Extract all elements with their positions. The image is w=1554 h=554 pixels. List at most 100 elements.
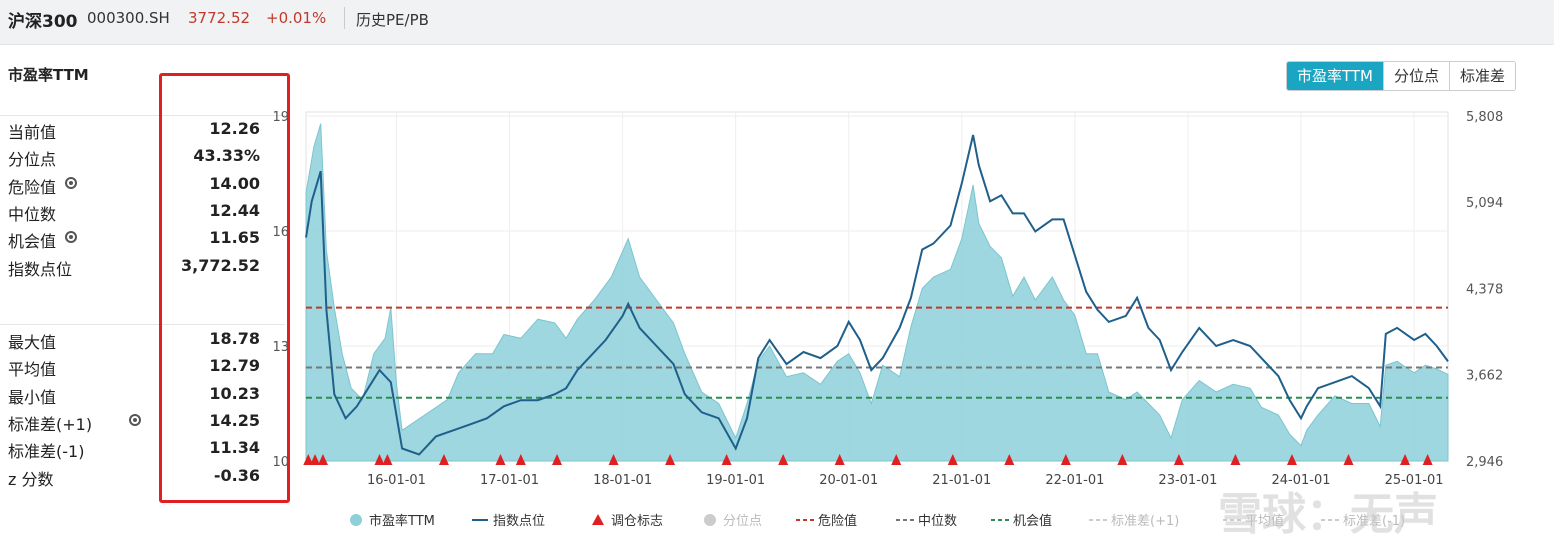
btn-percentile[interactable]: 分位点 bbox=[1383, 62, 1450, 90]
stat-row: 最大值 18.78 bbox=[8, 327, 260, 352]
stat-value: 14.00 bbox=[209, 173, 260, 193]
panel-title: 市盈率TTM bbox=[8, 66, 89, 84]
gear-icon[interactable] bbox=[65, 176, 77, 189]
stat-label: 分位点 bbox=[8, 150, 57, 170]
x-tick: 16-01-01 bbox=[367, 473, 426, 488]
stat-row: 最小值 10.23 bbox=[8, 382, 260, 407]
index-code: 000300.SH bbox=[87, 9, 170, 27]
y-right-tick: 2,946 bbox=[1466, 455, 1503, 470]
stat-row: 当前值 12.26 bbox=[8, 117, 260, 142]
legend-label: 平均值 bbox=[1245, 513, 1284, 529]
stat-value: 12.44 bbox=[209, 200, 260, 220]
stat-label: 平均值 bbox=[8, 360, 57, 380]
legend-label: 标准差(+1) bbox=[1111, 514, 1179, 529]
stat-row: 平均值 12.79 bbox=[8, 354, 260, 380]
rebalance-marker bbox=[374, 454, 385, 465]
rebalance-marker bbox=[1173, 454, 1184, 465]
index-line-series bbox=[305, 134, 1449, 456]
x-tick: 24-01-01 bbox=[1272, 473, 1331, 488]
rebalance-marker bbox=[1400, 454, 1411, 465]
rebalance-marker bbox=[665, 454, 676, 465]
stat-value: 11.34 bbox=[209, 438, 260, 458]
y-right-tick: 4,378 bbox=[1466, 282, 1503, 297]
rebalance-marker bbox=[1060, 454, 1071, 465]
stat-label: 最小值 bbox=[8, 387, 57, 407]
pe-area-series bbox=[305, 123, 1449, 462]
stat-label: 标准差(+1) bbox=[8, 414, 93, 434]
tab-history-pe-pb[interactable]: 历史PE/PB bbox=[356, 11, 429, 29]
header-bar: 沪深300 000300.SH 3772.52 +0.01% 历史PE/PB bbox=[0, 0, 1554, 45]
rebalance-marker bbox=[552, 454, 563, 465]
y-right-tick: 5,808 bbox=[1466, 110, 1503, 125]
stat-label: 机会值 bbox=[8, 232, 57, 252]
stat-label: 最大值 bbox=[8, 333, 57, 352]
rebalance-marker bbox=[834, 454, 845, 465]
stat-value: 12.79 bbox=[209, 356, 260, 376]
stat-row: 指数点位 3,772.52 bbox=[8, 254, 260, 279]
rebalance-marker bbox=[310, 454, 321, 465]
gear-icon[interactable] bbox=[65, 231, 77, 244]
header-divider bbox=[344, 7, 345, 29]
y-right-tick: 3,662 bbox=[1466, 369, 1503, 384]
stat-label: z 分数 bbox=[8, 469, 54, 489]
divider bbox=[0, 115, 285, 116]
legend-label: 分位点 bbox=[723, 514, 762, 529]
stat-row: 标准差(-1) 11.34 bbox=[8, 436, 260, 462]
legend-label: 机会值 bbox=[1013, 513, 1052, 529]
btn-pe-ttm[interactable]: 市盈率TTM bbox=[1287, 62, 1384, 90]
rebalance-marker bbox=[495, 454, 506, 465]
stat-label: 危险值 bbox=[8, 177, 57, 197]
stat-label: 当前值 bbox=[8, 123, 57, 142]
legend-label: 市盈率TTM bbox=[369, 513, 435, 529]
x-tick: 21-01-01 bbox=[932, 473, 991, 488]
stat-row: 危险值 14.00 bbox=[8, 172, 260, 197]
stat-row: 分位点 43.33% bbox=[8, 144, 260, 170]
rebalance-marker bbox=[608, 454, 619, 465]
legend-dot-icon bbox=[704, 514, 716, 526]
stat-row: 中位数 12.44 bbox=[8, 199, 260, 224]
x-tick: 22-01-01 bbox=[1045, 473, 1104, 488]
stat-row: 机会值 11.65 bbox=[8, 226, 260, 252]
btn-std-dev[interactable]: 标准差 bbox=[1449, 62, 1516, 90]
x-tick: 23-01-01 bbox=[1158, 473, 1217, 488]
rebalance-marker bbox=[515, 454, 526, 465]
x-tick: 18-01-01 bbox=[593, 473, 652, 488]
stat-value: 43.33% bbox=[193, 146, 260, 166]
index-name: 沪深300 bbox=[8, 12, 78, 32]
rebalance-marker bbox=[1230, 454, 1241, 465]
x-tick: 20-01-01 bbox=[819, 473, 878, 488]
rebalance-marker bbox=[778, 454, 789, 465]
y-right-tick: 5,094 bbox=[1466, 196, 1503, 211]
x-tick: 17-01-01 bbox=[480, 473, 539, 488]
legend-label: 中位数 bbox=[918, 514, 957, 529]
stat-value: 3,772.52 bbox=[181, 255, 260, 275]
metric-switch: 市盈率TTM 分位点 标准差 bbox=[1286, 61, 1517, 91]
stat-row: 标准差(+1) 14.25 bbox=[8, 409, 260, 434]
rebalance-marker bbox=[438, 454, 449, 465]
rebalance-marker bbox=[317, 454, 328, 465]
index-change: +0.01% bbox=[266, 9, 327, 27]
rebalance-marker bbox=[721, 454, 732, 465]
stat-label: 指数点位 bbox=[8, 259, 73, 279]
legend-label: 标准差(-1) bbox=[1343, 514, 1405, 529]
rebalance-marker bbox=[891, 454, 902, 465]
stat-label: 标准差(-1) bbox=[8, 442, 85, 462]
rebalance-marker bbox=[1422, 454, 1433, 465]
gear-icon[interactable] bbox=[129, 413, 141, 426]
rebalance-marker bbox=[1343, 454, 1354, 465]
rebalance-marker bbox=[1286, 454, 1297, 465]
rebalance-marker bbox=[382, 454, 393, 465]
stat-row: z 分数 -0.36 bbox=[8, 464, 260, 489]
plot-frame bbox=[305, 111, 1449, 462]
x-tick: 25-01-01 bbox=[1385, 473, 1444, 488]
stat-label: 中位数 bbox=[8, 204, 57, 224]
x-tick: 19-01-01 bbox=[706, 473, 765, 488]
divider bbox=[0, 324, 285, 325]
legend-dot-icon bbox=[350, 514, 362, 526]
rebalance-marker bbox=[947, 454, 958, 465]
legend-label: 危险值 bbox=[818, 513, 857, 529]
stat-value: 11.65 bbox=[209, 228, 260, 248]
stat-value: 10.23 bbox=[209, 383, 260, 403]
index-price: 3772.52 bbox=[188, 9, 251, 27]
legend-label: 指数点位 bbox=[493, 514, 545, 529]
